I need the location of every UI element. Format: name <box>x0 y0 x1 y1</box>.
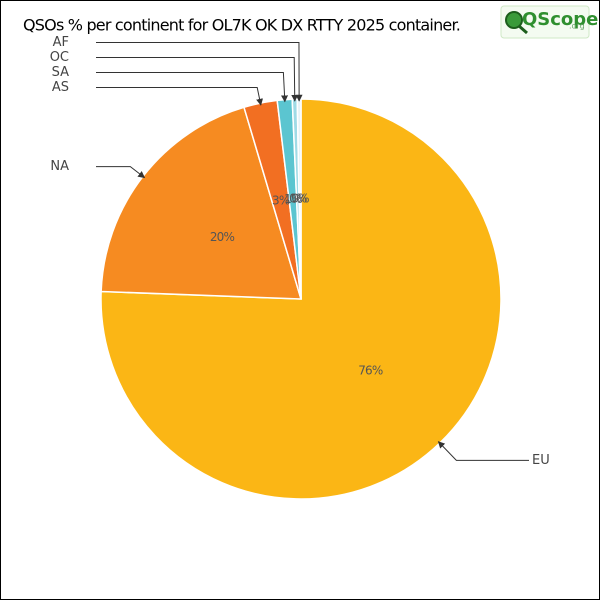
category-label: AS <box>52 80 69 95</box>
category-label: OC <box>50 50 69 65</box>
logo-icon <box>505 11 523 29</box>
category-label: EU <box>532 453 550 468</box>
slice-percent: 1% <box>284 192 302 206</box>
leader-line <box>96 56 299 102</box>
chart-title: QSOs % per continent for OL7K OK DX RTTY… <box>23 16 460 35</box>
logo-suffix: .org <box>569 22 585 31</box>
slice-percent: 3% <box>272 194 290 208</box>
slice-percent: 76% <box>358 364 383 378</box>
logo-text: QScope <box>522 9 598 30</box>
leader-line <box>96 41 303 102</box>
leader-line <box>96 166 146 179</box>
slice-percent: 0% <box>289 192 307 206</box>
logo-handle <box>518 24 528 35</box>
slice-percent: 20% <box>210 230 235 244</box>
slice-percent: 0% <box>291 192 309 206</box>
category-label: NA <box>50 159 69 174</box>
leader-line <box>437 441 529 461</box>
category-label: AF <box>53 35 69 50</box>
leader-line <box>96 71 289 103</box>
leader-line <box>96 86 263 106</box>
category-label: SA <box>52 65 69 80</box>
logo: QScope .org <box>500 5 598 39</box>
